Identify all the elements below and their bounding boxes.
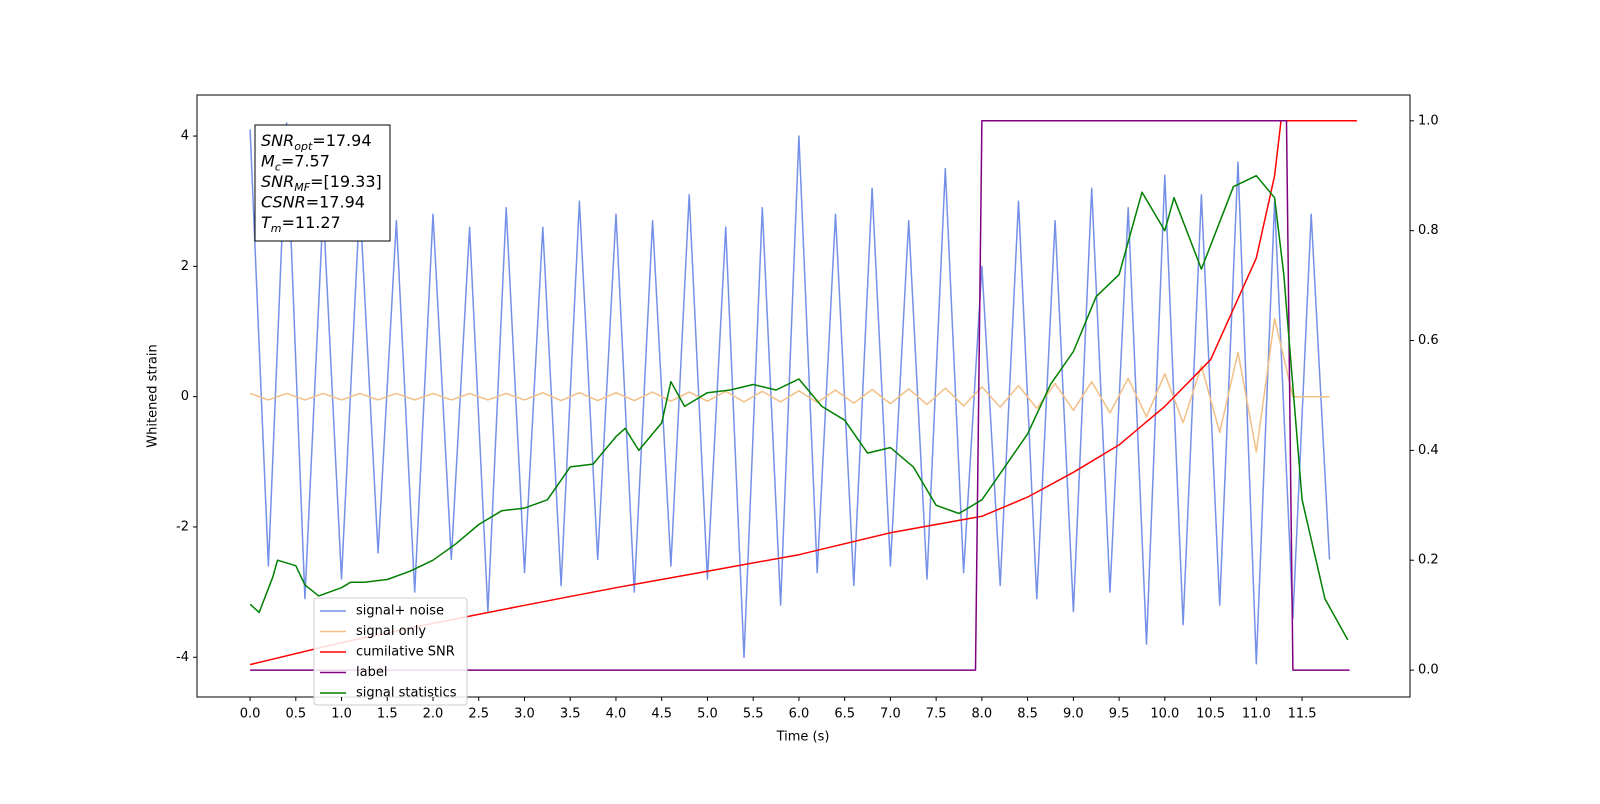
stats-line: Mc=7.57 xyxy=(261,152,330,174)
x-tick-label: 3.0 xyxy=(514,707,535,722)
stats-subscript: c xyxy=(275,161,281,174)
stats-subscript: opt xyxy=(294,140,313,153)
x-tick-label: 0.0 xyxy=(240,707,261,722)
legend-label: label xyxy=(356,665,387,680)
x-tick-label: 0.5 xyxy=(285,707,306,722)
x-tick-label: 2.5 xyxy=(468,707,489,722)
x-tick-label: 9.5 xyxy=(1109,707,1130,722)
x-tick-label: 6.5 xyxy=(834,707,855,722)
y-tick-label: 2 xyxy=(181,259,189,274)
x-tick-label: 3.5 xyxy=(560,707,581,722)
x-tick-label: 2.0 xyxy=(423,707,444,722)
x-tick-label: 4.5 xyxy=(651,707,672,722)
stats-value: =11.27 xyxy=(282,213,341,232)
stats-name: SNR xyxy=(261,172,294,191)
x-tick-label: 8.0 xyxy=(972,707,993,722)
stats-value: =[19.33] xyxy=(310,172,382,191)
y2-tick-label: 0.4 xyxy=(1418,443,1439,458)
stats-name: CSNR xyxy=(261,193,306,212)
x-tick-label: 7.5 xyxy=(926,707,947,722)
y2-tick-label: 0.6 xyxy=(1418,333,1439,348)
y-tick-label: -4 xyxy=(176,650,189,665)
x-tick-label: 11.0 xyxy=(1242,707,1271,722)
legend-label: cumilative SNR xyxy=(356,645,455,660)
x-tick-label: 5.0 xyxy=(697,707,718,722)
y2-tick-label: 0.2 xyxy=(1418,553,1439,568)
x-tick-label: 9.0 xyxy=(1063,707,1084,722)
y-axis-label: Whitened strain xyxy=(146,344,161,447)
legend-label: signal statistics xyxy=(356,686,457,701)
x-tick-label: 10.5 xyxy=(1196,707,1225,722)
stats-line: SNRopt=17.94 xyxy=(261,131,372,153)
series-line xyxy=(250,120,1350,671)
stats-subscript: MF xyxy=(294,181,310,194)
series-line xyxy=(249,122,1331,665)
series-line xyxy=(249,317,1330,453)
y-tick-label: 0 xyxy=(181,389,189,404)
stats-subscript: m xyxy=(271,222,282,235)
y-tick-label: -2 xyxy=(176,519,189,534)
x-tick-label: 6.0 xyxy=(789,707,810,722)
x-tick-label: 7.0 xyxy=(880,707,901,722)
x-axis-label: Time (s) xyxy=(776,730,830,745)
legend-frame xyxy=(313,597,468,706)
stats-line: Tm=11.27 xyxy=(261,213,341,235)
stats-line: CSNR=17.94 xyxy=(261,193,365,212)
x-tick-label: 8.5 xyxy=(1017,707,1038,722)
stats-value: =17.94 xyxy=(306,193,365,212)
legend-label: signal+ noise xyxy=(356,604,444,619)
x-tick-label: 4.0 xyxy=(606,707,627,722)
x-tick-label: 11.5 xyxy=(1288,707,1317,722)
stats-name: M xyxy=(261,152,275,171)
stats-name: SNR xyxy=(261,131,294,150)
x-tick-label: 10.0 xyxy=(1150,707,1179,722)
x-tick-label: 1.0 xyxy=(331,707,352,722)
plot-area xyxy=(249,120,1357,671)
x-tick-label: 1.5 xyxy=(377,707,398,722)
y2-tick-label: 0.0 xyxy=(1418,663,1439,678)
stats-name: T xyxy=(261,213,272,232)
legend: signal+ noise signal only cumilative SNR la… xyxy=(313,597,468,706)
stats-value: =17.94 xyxy=(312,131,371,150)
y2-tick-label: 1.0 xyxy=(1418,113,1439,128)
y2-tick-label: 0.8 xyxy=(1418,223,1439,238)
legend-label: signal only xyxy=(356,624,426,639)
stats-box: SNRopt=17.94Mc=7.57SNRMF=[19.33]CSNR=17.… xyxy=(254,124,391,242)
axes-frame xyxy=(196,94,1411,698)
stats-line: SNRMF=[19.33] xyxy=(261,172,382,194)
x-tick-label: 5.5 xyxy=(743,707,764,722)
series-line xyxy=(249,174,1349,641)
series-line xyxy=(249,120,1357,666)
stats-value: =7.57 xyxy=(281,152,330,171)
y-tick-label: 4 xyxy=(181,129,189,144)
stats-box-frame xyxy=(254,124,391,242)
